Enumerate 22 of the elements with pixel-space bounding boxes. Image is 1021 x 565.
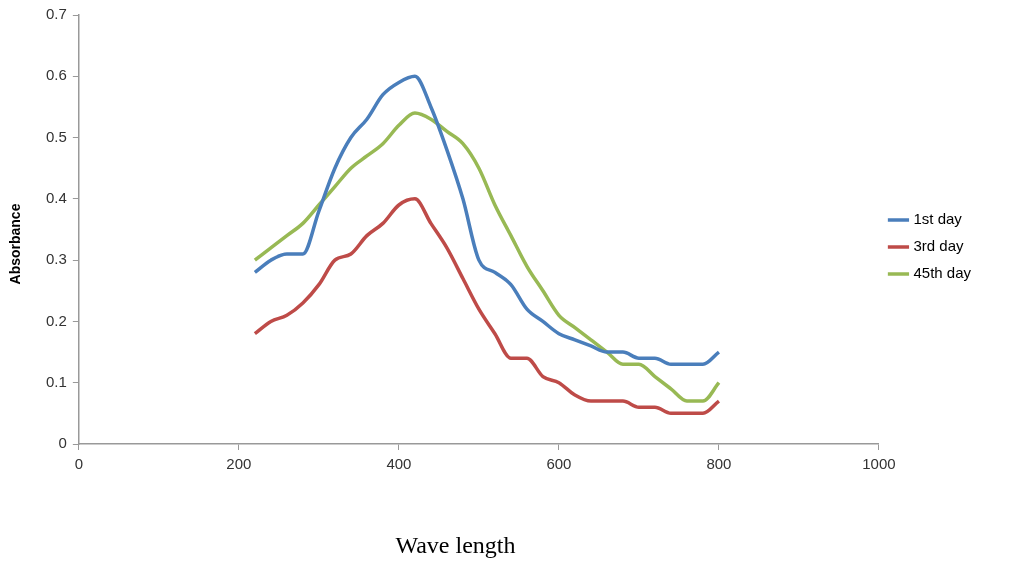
y-tick-label: 0 (58, 434, 67, 452)
legend-label: 3rd day (913, 237, 964, 255)
y-tick-label: 0.7 (45, 5, 67, 23)
y-tick-label: 0.4 (45, 189, 67, 206)
x-tick-label: 0 (74, 455, 84, 473)
x-tick-label: 200 (226, 455, 252, 473)
legend-label: 45th day (913, 264, 972, 282)
x-tick-label: 800 (706, 455, 732, 473)
y-tick-label: 0.3 (45, 250, 67, 268)
x-tick-label: 1000 (862, 455, 896, 473)
line-series (253, 74, 721, 367)
y-tick-label: 0.1 (45, 372, 67, 390)
y-axis-title: Absorbance (7, 202, 23, 287)
y-tick-label: 0.2 (45, 311, 67, 329)
x-axis-title: Wave length (394, 532, 517, 559)
y-tick-label: 0.5 (45, 127, 67, 145)
line-series (253, 111, 721, 403)
line-series (253, 197, 721, 416)
x-tick-label: 400 (386, 455, 412, 473)
legend-label: 1st day (913, 210, 963, 228)
y-tick-label: 0.6 (45, 66, 67, 84)
x-tick-label: 600 (546, 455, 572, 473)
